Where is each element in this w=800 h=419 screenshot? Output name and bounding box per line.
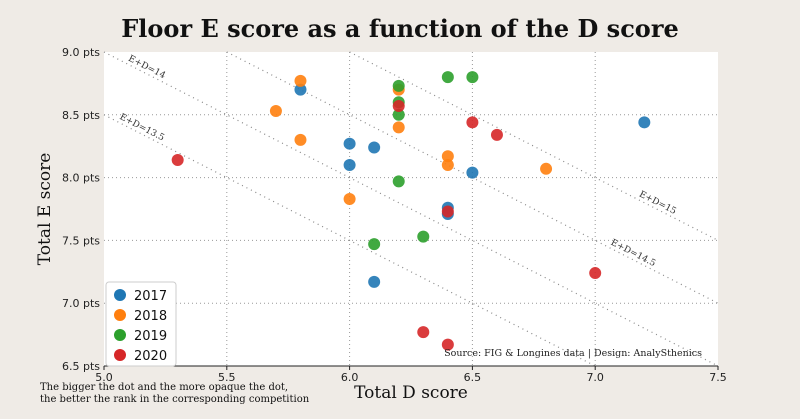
note-line-1: The bigger the dot and the more opaque t… [40,382,288,393]
y-axis-label: Total E score [35,153,55,266]
legend-box [105,281,177,367]
y-ticks: 6.5 pts 7.0 pts 7.5 pts 8.0 pts 8.5 pts 9.0 p… [62,46,100,373]
x-axis-label: Total D score [354,383,468,403]
data-point [368,238,381,251]
data-point [441,150,454,163]
reference-line [103,114,596,367]
legend-marker [114,309,126,321]
data-points [171,71,651,351]
y-tick-label: 7.5 pts [62,234,100,247]
x-tick-label: 6.5 [464,371,482,384]
note-line-2: the better the rank in the corresponding… [40,394,310,405]
legend-label: 2019 [134,329,167,344]
legend-label: 2018 [134,309,167,324]
x-tick-label: 5.0 [95,371,113,384]
data-point [171,154,184,167]
legend-marker [114,329,126,341]
data-point [466,166,479,179]
data-point [490,128,503,141]
data-point [392,175,405,188]
data-point [392,79,405,92]
source-text: Source: FIG & Longines data | Design: An… [444,348,702,359]
plot-area [104,52,718,366]
legend-marker [114,289,126,301]
x-ticks: 5.0 5.5 6.0 6.5 7.0 7.5 [95,366,727,384]
data-point [466,116,479,129]
x-tick-label: 7.5 [709,371,727,384]
data-point [269,105,282,118]
legend: 2017 2018 2019 2020 [105,281,177,367]
data-point [294,83,307,96]
data-point [417,230,430,243]
data-point [392,108,405,121]
data-point [368,141,381,154]
y-tick-label: 6.5 pts [62,360,100,373]
y-tick-label: 9.0 pts [62,46,100,59]
x-tick-label: 7.0 [586,371,604,384]
y-tick-label: 8.0 pts [62,172,100,185]
y-tick-label: 7.0 pts [62,297,100,310]
x-tick-label: 5.5 [218,371,236,384]
data-point [368,275,381,288]
data-point [540,162,553,175]
data-point [441,338,454,351]
data-point [417,326,430,339]
data-point [294,74,307,87]
x-tick-label: 6.0 [341,371,359,384]
data-point [441,205,454,218]
data-point [294,133,307,146]
data-point [466,71,479,84]
grid [104,52,718,366]
data-point [638,116,651,129]
data-point [441,159,454,172]
data-point [392,100,405,113]
chart-title: Floor E score as a function of the D sco… [121,14,679,43]
data-point [392,121,405,134]
data-point [343,137,356,150]
data-point [343,159,356,172]
data-point [589,267,602,280]
legend-label: 2020 [134,349,167,364]
legend-marker [114,349,126,361]
legend-label: 2017 [134,289,167,304]
data-point [441,71,454,84]
y-tick-label: 8.5 pts [62,109,100,122]
data-point [343,192,356,205]
